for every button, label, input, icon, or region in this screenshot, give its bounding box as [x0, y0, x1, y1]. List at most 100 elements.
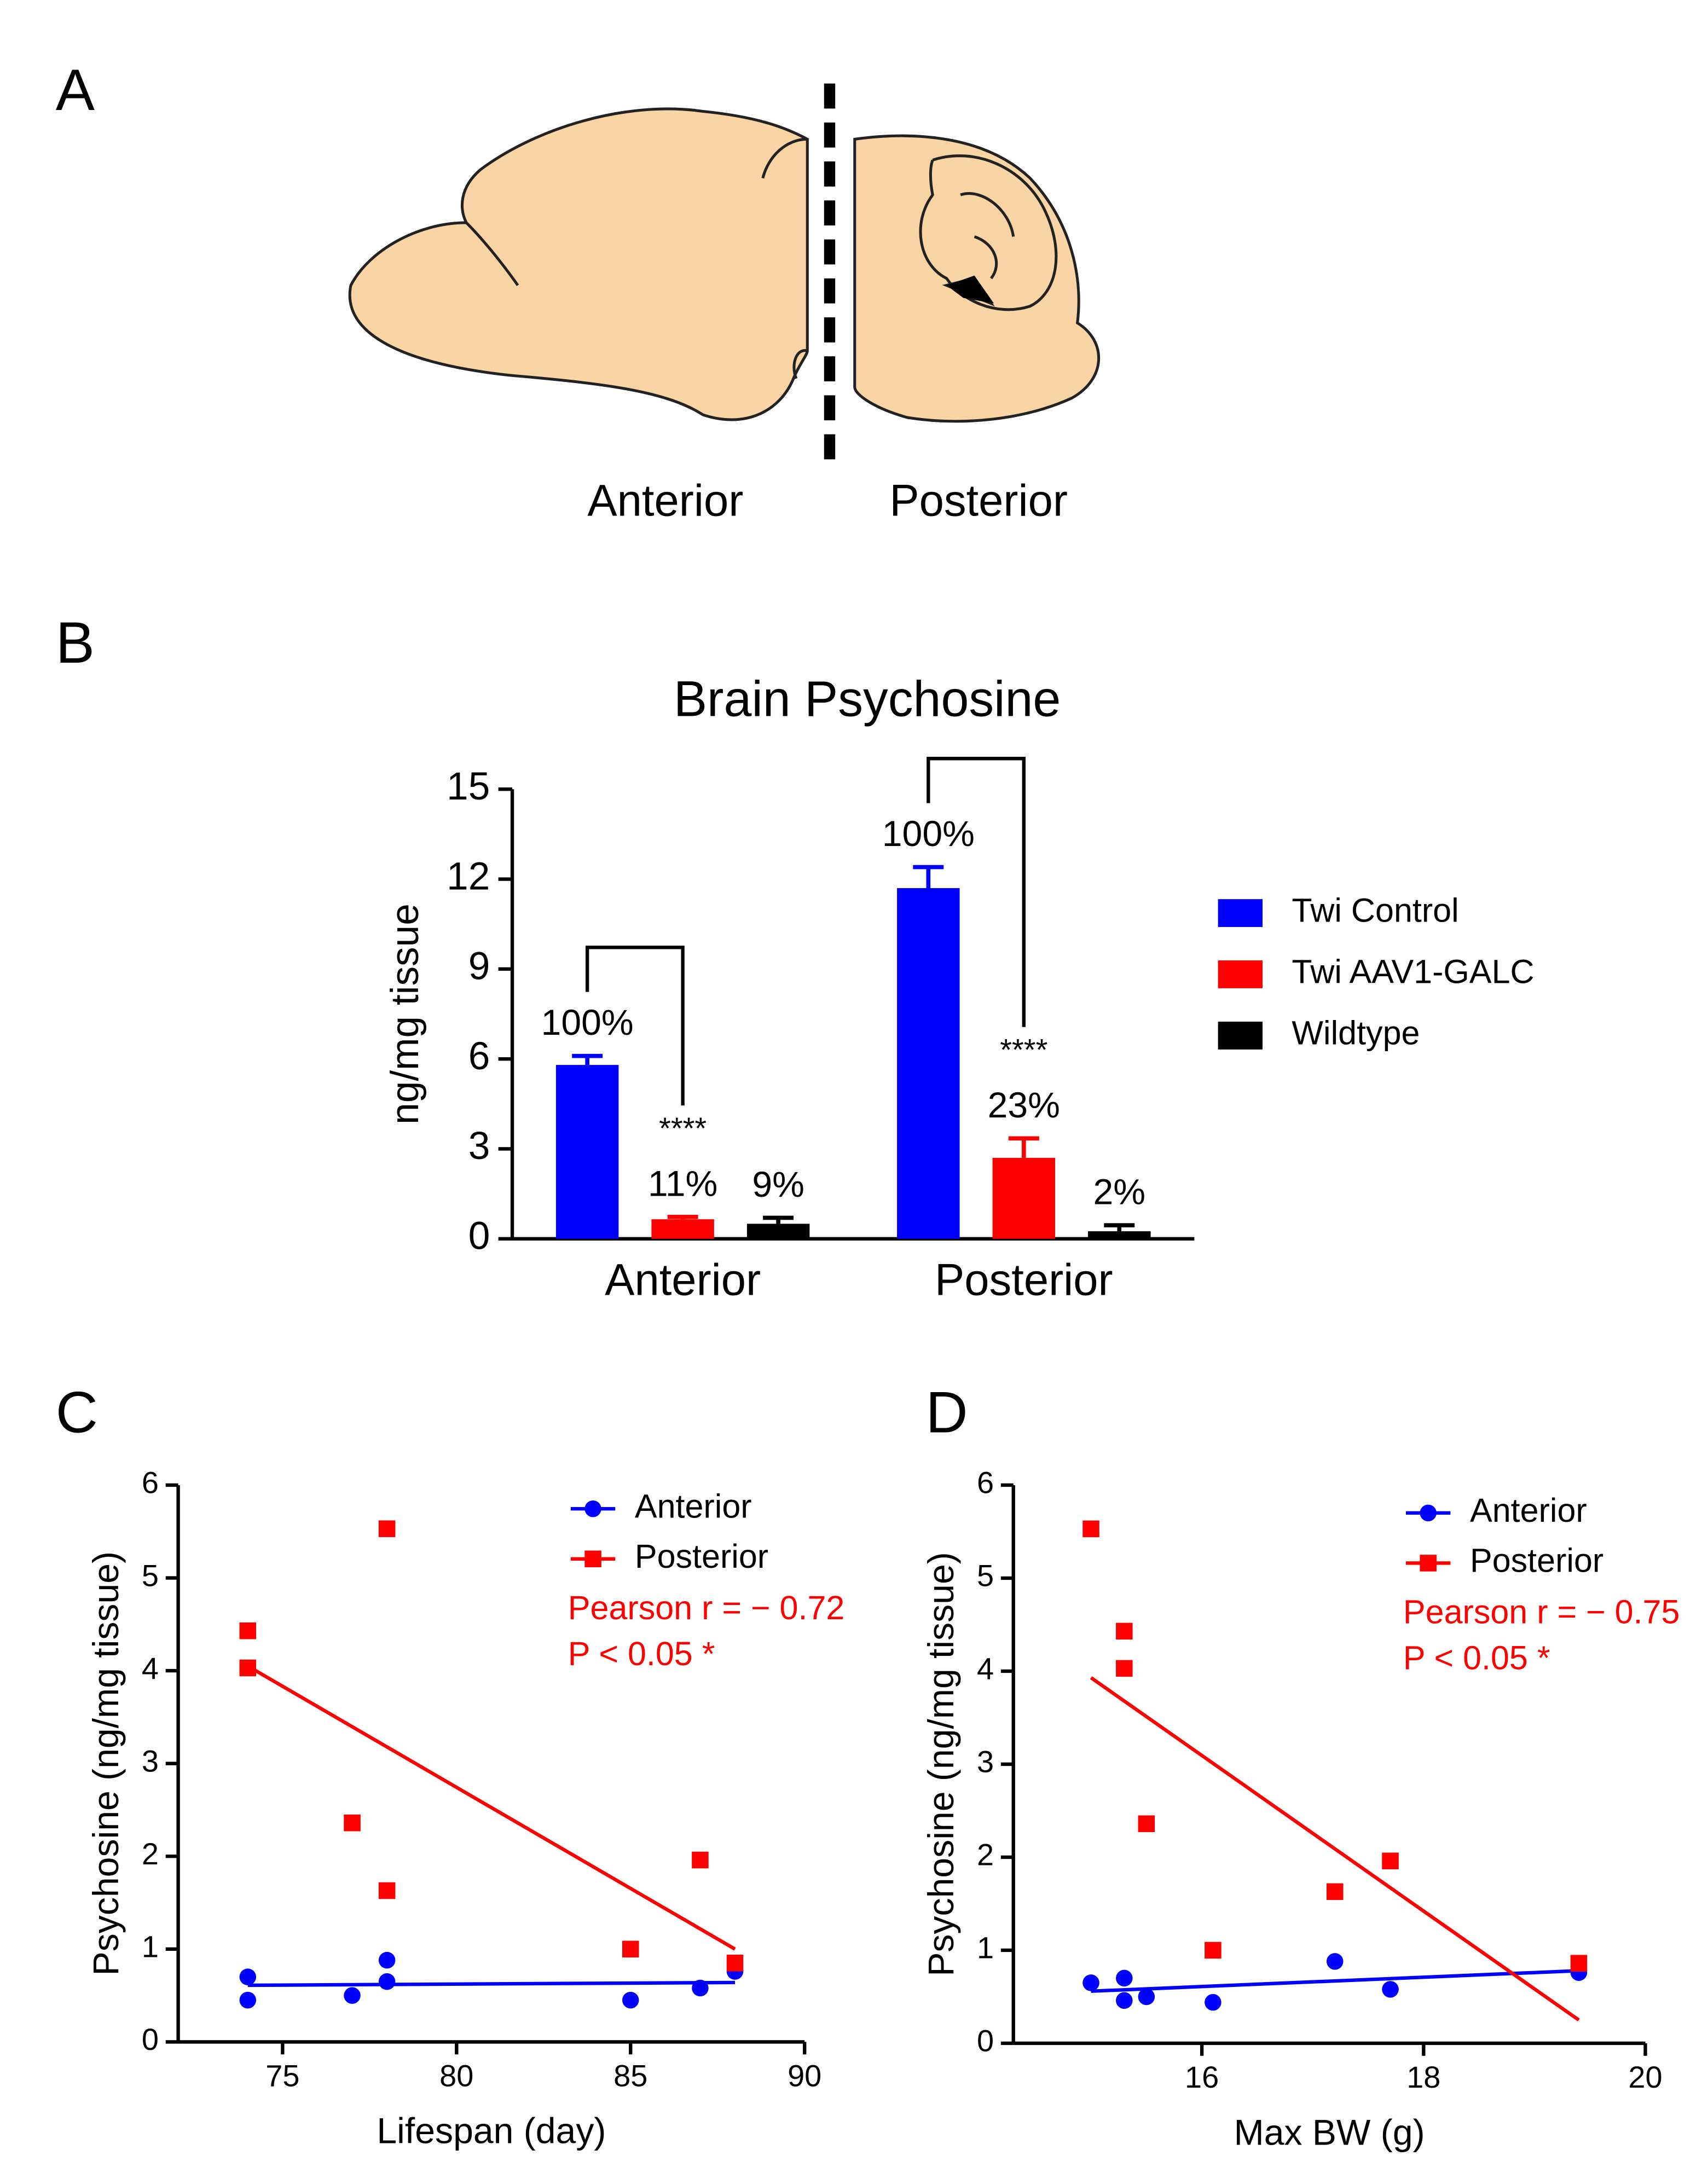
point [1138, 1988, 1155, 2006]
point [1326, 1883, 1344, 1900]
bar [897, 888, 960, 1239]
fit-line [1090, 1676, 1580, 2022]
point [239, 1659, 257, 1677]
point [1326, 1953, 1344, 1970]
brain-anterior [348, 107, 809, 421]
bar-annotation: 23% [988, 1085, 1060, 1126]
legend-label: Twi AAV1-GALC [1292, 953, 1534, 990]
annotation: Pearson r = − 0.72 [568, 1589, 845, 1626]
point [378, 1973, 396, 1990]
x-tick-label: 85 [613, 2058, 647, 2093]
point [726, 1955, 744, 1972]
legend-label: Posterior [635, 1538, 768, 1575]
bar [555, 1065, 619, 1239]
legend-label: Anterior [1470, 1492, 1587, 1529]
bar [1088, 1231, 1151, 1239]
point [1570, 1955, 1588, 1972]
x-tick-label: Anterior [605, 1255, 761, 1305]
point [378, 1882, 396, 1899]
y-tick-label: 0 [142, 2022, 159, 2056]
y-axis-label: Psychosine (ng/mg tissue) [921, 1552, 962, 1976]
bar [746, 1224, 810, 1239]
y-tick-label: 2 [977, 1838, 994, 1872]
point [1205, 1994, 1221, 2011]
legend-label: Twi Control [1292, 892, 1458, 929]
y-axis-label: ng/mg tissue [384, 903, 427, 1125]
panel-label: A [56, 57, 95, 123]
diagram-label: Anterior [587, 476, 743, 525]
legend-label: Anterior [635, 1487, 752, 1525]
y-tick-label: 5 [142, 1558, 159, 1592]
fit-line [247, 1980, 736, 1987]
y-tick-label: 3 [977, 1745, 994, 1779]
point [1382, 1852, 1399, 1870]
x-tick-label: 16 [1185, 2060, 1219, 2094]
y-tick-label: 2 [142, 1836, 159, 1871]
significance-label: **** [1000, 1032, 1047, 1067]
brain-posterior [853, 134, 1101, 423]
point [622, 1991, 639, 2009]
point [1382, 1981, 1399, 1998]
point [692, 1851, 709, 1869]
y-tick-label: 4 [142, 1651, 159, 1685]
y-tick-label: 9 [468, 945, 490, 988]
y-tick-label: 6 [977, 1465, 994, 1500]
bar [651, 1219, 714, 1239]
legend-label: Posterior [1470, 1542, 1603, 1579]
bar [992, 1157, 1056, 1239]
legend-swatch [1218, 960, 1263, 988]
brain-ventricle [946, 275, 994, 304]
point [344, 1987, 361, 2004]
fit-line [1091, 1969, 1579, 1993]
brain-fold [465, 137, 808, 379]
point [344, 1814, 361, 1832]
x-tick-label: 90 [788, 2058, 821, 2093]
legend-swatch [1218, 1021, 1263, 1050]
bar-annotation: 2% [1093, 1172, 1146, 1213]
y-tick-label: 4 [977, 1652, 994, 1686]
point [1116, 1969, 1133, 1987]
y-tick-label: 6 [468, 1035, 490, 1078]
brain-diagram: Anterior Posterior [348, 83, 1101, 525]
bar-annotation: 9% [752, 1164, 804, 1205]
x-tick-label: 18 [1406, 2060, 1440, 2094]
point [1082, 1520, 1099, 1538]
bar-annotation: 11% [648, 1163, 717, 1204]
panel-label: B [56, 610, 95, 675]
y-tick-label: 0 [977, 2024, 994, 2058]
annotation: P < 0.05 * [568, 1635, 715, 1672]
legend-label: Wildtype [1292, 1015, 1420, 1052]
y-tick-label: 5 [977, 1558, 994, 1593]
point [1116, 1660, 1133, 1677]
point [622, 1940, 639, 1958]
significance-label: **** [659, 1111, 707, 1145]
point [1116, 1622, 1133, 1640]
point [239, 1968, 257, 1985]
y-tick-label: 1 [142, 1929, 159, 1964]
y-tick-label: 3 [142, 1743, 159, 1778]
x-tick-label: 80 [439, 2058, 473, 2093]
y-tick-label: 1 [977, 1931, 994, 1965]
legend-swatch [1218, 899, 1263, 928]
x-axis-label: Max BW (g) [1234, 2112, 1425, 2153]
y-axis-label: Psychosine (ng/mg tissue) [86, 1551, 126, 1975]
y-tick-label: 0 [468, 1215, 490, 1258]
y-tick-label: 6 [142, 1465, 159, 1500]
y-tick-label: 15 [447, 765, 490, 808]
diagram-label: Posterior [889, 476, 1068, 525]
bar-annotation: 100% [541, 1003, 634, 1043]
point [378, 1520, 396, 1537]
point [378, 1951, 396, 1969]
point [1138, 1815, 1155, 1833]
x-tick-label: 20 [1628, 2060, 1662, 2094]
x-tick-label: Posterior [935, 1255, 1113, 1305]
bar-annotation: 100% [882, 814, 975, 854]
x-tick-label: 75 [265, 2058, 299, 2093]
legend-marker [1420, 1555, 1437, 1572]
brain-cerebellum [919, 154, 1058, 311]
legend-marker [1420, 1504, 1437, 1522]
annotation: Pearson r = − 0.75 [1403, 1593, 1680, 1631]
point [1205, 1942, 1221, 1959]
